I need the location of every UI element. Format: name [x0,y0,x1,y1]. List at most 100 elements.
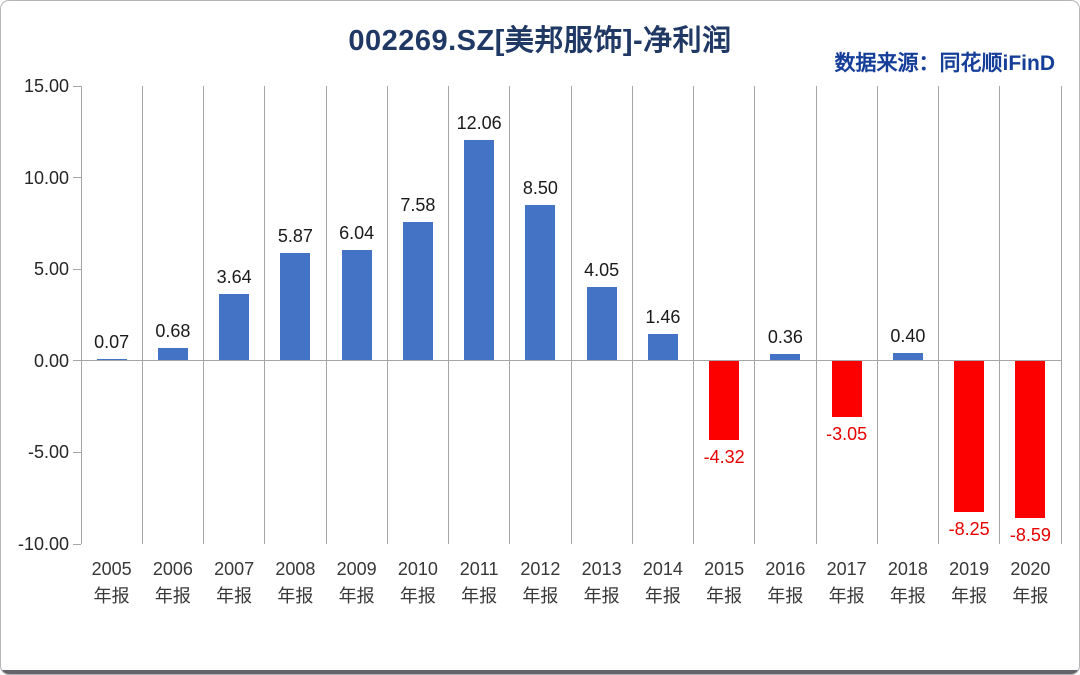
x-axis-label-period: 年报 [889,586,926,606]
value-label-2014: 1.46 [645,307,681,328]
bar-2007 [219,294,250,361]
y-axis-tick-label: -5.00 [27,442,69,463]
zero-axis-line [81,360,1061,362]
bar-2017 [831,360,862,417]
x-axis-label-period: 年报 [644,586,681,606]
x-axis-label-year: 2015 [704,559,745,579]
bar-2010 [402,221,433,361]
x-axis-label-period: 年报 [1012,586,1049,606]
value-label-2019: -8.25 [948,518,990,539]
x-axis-label-period: 年报 [154,586,191,606]
y-axis-tick [73,177,81,179]
gridline [570,86,572,544]
x-axis-label-period: 年报 [461,586,498,606]
bar-2009 [341,250,372,361]
x-axis-label-2007: 2007 年报 [204,556,265,610]
value-label-2007: 3.64 [216,267,252,288]
value-label-2015: -4.32 [703,446,745,467]
value-label-2016: 0.36 [767,327,803,348]
bottom-divider [1,670,1079,674]
x-axis-label-year: 2007 [214,559,255,579]
x-axis-label-period: 年报 [767,586,804,606]
value-label-2018: 0.40 [890,326,926,347]
y-axis-tick [73,360,81,362]
y-axis-tick-label: 15.00 [23,76,69,96]
gridline [876,86,878,544]
x-axis-label-year: 2017 [826,559,867,579]
x-axis-label-2013: 2013 年报 [571,556,632,610]
x-axis-label-year: 2019 [949,559,990,579]
bar-2019 [954,360,985,512]
gridline [754,86,756,544]
x-axis-label-2010: 2010 年报 [387,556,448,610]
y-axis-tick-label: 10.00 [23,167,69,188]
y-axis-tick [73,268,81,270]
value-label-2006: 0.68 [155,321,191,342]
value-label-2009: 6.04 [339,223,375,244]
x-axis-label-year: 2016 [765,559,806,579]
x-axis-label-period: 年报 [583,586,620,606]
x-axis-label-2008: 2008 年报 [265,556,326,610]
x-axis-label-year: 2009 [336,559,377,579]
gridline [938,86,939,544]
bar-2005 [96,359,127,361]
x-axis-label-2012: 2012 年报 [510,556,571,610]
gridline [509,86,511,544]
gridline [1060,86,1062,544]
x-axis-label-2019: 2019 年报 [939,556,1000,610]
y-axis-tick-label: 5.00 [33,259,69,280]
data-source-label: 数据来源：同花顺iFinD [834,52,1056,75]
gridline [264,86,266,544]
x-axis-label-year: 2013 [581,559,622,579]
gridline [631,86,633,544]
x-axis-label-year: 2011 [459,559,499,579]
x-axis-label-2015: 2015 年报 [694,556,755,610]
bar-2012 [525,205,556,361]
x-axis-label-year: 2014 [642,559,683,579]
gridline [815,86,817,544]
gridline [693,86,694,544]
x-axis-label-2020: 2020 年报 [1000,556,1061,610]
x-axis-label-2009: 2009 年报 [326,556,387,610]
value-label-2012: 8.50 [522,178,558,199]
x-axis-label-year: 2010 [397,559,438,579]
x-axis-label-period: 年报 [706,586,743,606]
bar-2011 [464,139,495,361]
x-axis-label-2011: 2011 年报 [449,556,510,610]
x-axis-label-2018: 2018 年报 [877,556,938,610]
y-axis-tick-label: -10.00 [17,534,69,554]
x-axis-label-2005: 2005 年报 [81,556,142,610]
gridline [141,86,143,544]
y-axis-line [81,86,82,544]
x-axis-label-year: 2008 [275,559,316,579]
bar-2020 [1015,360,1046,519]
x-axis-label-period: 年报 [338,586,375,606]
x-axis-label-period: 年报 [216,586,253,606]
x-axis-label-period: 年报 [93,586,130,606]
x-axis-label-2016: 2016 年报 [755,556,816,610]
value-label-2020: -8.59 [1009,525,1051,546]
x-axis-label-year: 2006 [152,559,193,579]
gridline [448,86,449,544]
y-axis-tick [73,543,81,545]
value-label-2013: 4.05 [584,259,620,280]
gridline [203,86,204,544]
bar-2016 [770,354,801,361]
x-axis-label-2014: 2014 年报 [632,556,693,610]
bar-2008 [280,253,311,361]
x-axis-label-year: 2018 [887,559,928,579]
x-axis-label-period: 年报 [399,586,436,606]
x-axis-label-year: 2012 [520,559,561,579]
bar-2018 [892,353,923,361]
x-axis-label-period: 年报 [828,586,865,606]
bar-2015 [709,360,740,440]
bar-2006 [157,348,188,361]
y-axis-tick [73,451,81,453]
gridline [386,86,388,544]
x-axis-label-year: 2020 [1010,559,1051,579]
value-label-2017: -3.05 [826,423,868,444]
value-label-2005: 0.07 [94,332,130,353]
gridline [999,86,1001,544]
x-axis-label-period: 年报 [277,586,314,606]
